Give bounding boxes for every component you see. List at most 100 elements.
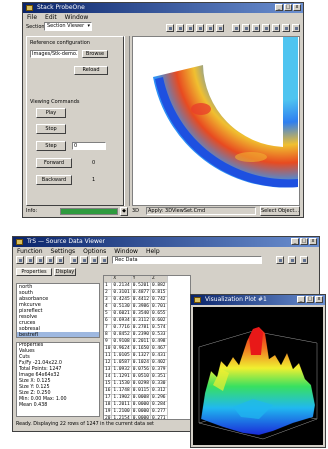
minimize-icon[interactable]: _ — [275, 4, 283, 11]
menu-window[interactable]: Window — [64, 14, 89, 21]
probe-window-titlebar[interactable]: Stack ProbeOne _ □ x — [23, 3, 303, 13]
menu-function[interactable]: Function — [17, 248, 43, 255]
list-item[interactable]: north — [19, 284, 33, 290]
viewer-tool-10[interactable] — [276, 256, 284, 264]
viewer-tool-7[interactable] — [80, 256, 88, 264]
toolbar-icon-6[interactable] — [216, 24, 224, 32]
close-icon[interactable]: x — [293, 4, 301, 11]
reload-button[interactable]: Reload — [74, 66, 108, 75]
maximize-icon[interactable]: □ — [284, 4, 292, 11]
viewer-tool-11[interactable] — [288, 256, 296, 264]
visualization-titlebar[interactable]: Visualization Plot #1 _ □ x — [191, 295, 325, 305]
variable-list[interactable]: north south absorbance mkcurve pixreflect res… — [16, 283, 100, 338]
list-item[interactable]: bestrefl — [17, 332, 99, 337]
menu-settings[interactable]: Settings — [50, 248, 76, 255]
table-header-cell[interactable]: Z — [150, 276, 168, 283]
data-table[interactable]: X Y Z 1 0.2134 0.5201 0.882 2 0.3101 0.4877 0.815 3… — [103, 275, 191, 420]
toolbar-icon-2[interactable] — [176, 24, 184, 32]
browse-button[interactable]: Browse — [82, 50, 108, 58]
data-viewer-titlebar[interactable]: TrS — Source Data Viewer _ □ x — [13, 237, 319, 247]
surface-viewport[interactable] — [193, 307, 323, 445]
table-row[interactable]: 20 1.2154 0.0000 0.271 — [104, 415, 168, 419]
section-select[interactable]: Section Viewer ▾ — [44, 22, 92, 31]
toolbar-icon-5[interactable] — [206, 24, 214, 32]
viewer-tool-1[interactable] — [16, 256, 24, 264]
viewer-tool-6[interactable] — [70, 256, 78, 264]
table-row[interactable]: 9 0.9108 0.2011 0.498 — [104, 338, 168, 346]
select-object-button[interactable]: Select Object... — [260, 206, 300, 216]
table-header-cell[interactable] — [104, 276, 113, 283]
table-row[interactable]: 6 0.6934 0.3112 0.602 — [104, 317, 168, 325]
play-button[interactable]: Play — [36, 108, 66, 118]
table-row[interactable]: 2 0.3101 0.4877 0.815 — [104, 289, 168, 297]
menu-window[interactable]: Window — [114, 248, 138, 255]
table-row[interactable]: 4 0.5130 0.3986 0.701 — [104, 303, 168, 311]
table-row[interactable]: 10 0.9624 0.1650 0.467 — [104, 345, 168, 353]
toolbar-icon-10[interactable] — [262, 24, 270, 32]
table-row[interactable]: 8 0.8452 0.2390 0.533 — [104, 331, 168, 339]
table-row[interactable]: 5 0.6021 0.3540 0.655 — [104, 310, 168, 318]
table-row[interactable]: 1 0.2134 0.5201 0.882 — [104, 282, 168, 290]
toolbar-icon-4[interactable] — [196, 24, 204, 32]
table-row[interactable]: 19 1.2100 0.0000 0.277 — [104, 408, 168, 416]
table-row[interactable]: 3 0.4245 0.4412 0.742 — [104, 296, 168, 304]
list-item[interactable]: sobresal — [19, 326, 40, 332]
table-row[interactable]: 12 1.0587 0.1024 0.402 — [104, 359, 168, 367]
menu-edit[interactable]: Edit — [45, 14, 57, 21]
viewer-tool-12[interactable] — [300, 256, 308, 264]
filter-select[interactable]: Rec Data — [112, 256, 262, 264]
source-path-field[interactable]: Images/Stk-demo.sel — [30, 50, 78, 58]
menu-help[interactable]: Help — [145, 248, 160, 255]
table-header-cell[interactable]: Y — [131, 276, 151, 283]
table-row[interactable]: 11 1.0105 0.1327 0.431 — [104, 352, 168, 360]
list-item[interactable]: cruces — [19, 320, 36, 326]
toolbar-icon-3[interactable] — [186, 24, 194, 32]
info-line: Total Points: 1247 — [19, 367, 62, 372]
list-item[interactable]: absorbance — [19, 296, 49, 302]
viewer-tool-8[interactable] — [90, 256, 98, 264]
toolbar-icon-9[interactable] — [252, 24, 260, 32]
viewer-tool-3[interactable] — [36, 256, 44, 264]
toolbar-icon-12[interactable] — [282, 24, 290, 32]
table-row[interactable]: 13 1.0932 0.0756 0.379 — [104, 366, 168, 374]
forward-button[interactable]: Forward — [36, 158, 72, 168]
viewer-tool-4[interactable] — [46, 256, 54, 264]
list-item[interactable]: resolve — [19, 314, 38, 320]
viewer-minimize-icon[interactable]: _ — [291, 238, 299, 245]
panel-splitter[interactable] — [124, 36, 130, 206]
table-row[interactable]: 18 1.2011 0.0000 0.284 — [104, 401, 168, 409]
toolbar-icon-8[interactable] — [242, 24, 250, 32]
plot-maximize-icon[interactable]: □ — [306, 296, 314, 303]
step-field[interactable]: 0 — [72, 142, 106, 150]
step-button[interactable]: Step — [36, 141, 66, 151]
backward-button[interactable]: Backward — [36, 175, 72, 185]
table-row[interactable]: 15 1.1530 0.0298 0.330 — [104, 380, 168, 388]
menu-options[interactable]: Options — [83, 248, 107, 255]
tab-properties[interactable]: Properties — [16, 268, 52, 276]
table-cell: 0.0115 — [131, 387, 151, 395]
menu-file[interactable]: File — [27, 14, 38, 21]
table-row[interactable]: 17 1.1902 0.0008 0.296 — [104, 394, 168, 402]
viewer-tool-5[interactable] — [56, 256, 64, 264]
list-item[interactable]: south — [19, 290, 33, 296]
viewer-close-icon[interactable]: x — [309, 238, 317, 245]
viewer-tool-2[interactable] — [26, 256, 34, 264]
viewer-tool-9[interactable] — [100, 256, 108, 264]
toolbar-icon-11[interactable] — [272, 24, 280, 32]
section-viewport[interactable] — [132, 27, 300, 206]
toolbar-icon-1[interactable] — [166, 24, 174, 32]
list-item[interactable]: pixreflect — [19, 308, 43, 314]
spin-button[interactable]: ◆ — [120, 207, 128, 216]
tab-display[interactable]: Display — [54, 268, 76, 276]
table-row[interactable]: 7 0.7716 0.2781 0.574 — [104, 324, 168, 332]
toolbar-icon-13[interactable] — [292, 24, 300, 32]
table-row[interactable]: 16 1.1748 0.0115 0.312 — [104, 387, 168, 395]
plot-close-icon[interactable]: x — [315, 296, 323, 303]
list-item[interactable]: mkcurve — [19, 302, 41, 308]
stop-button[interactable]: Stop — [36, 124, 66, 134]
toolbar-icon-7[interactable] — [232, 24, 240, 32]
table-row[interactable]: 14 1.1291 0.0510 0.351 — [104, 373, 168, 381]
plot-minimize-icon[interactable]: _ — [297, 296, 305, 303]
table-header-cell[interactable]: X — [111, 276, 132, 283]
viewer-maximize-icon[interactable]: □ — [300, 238, 308, 245]
